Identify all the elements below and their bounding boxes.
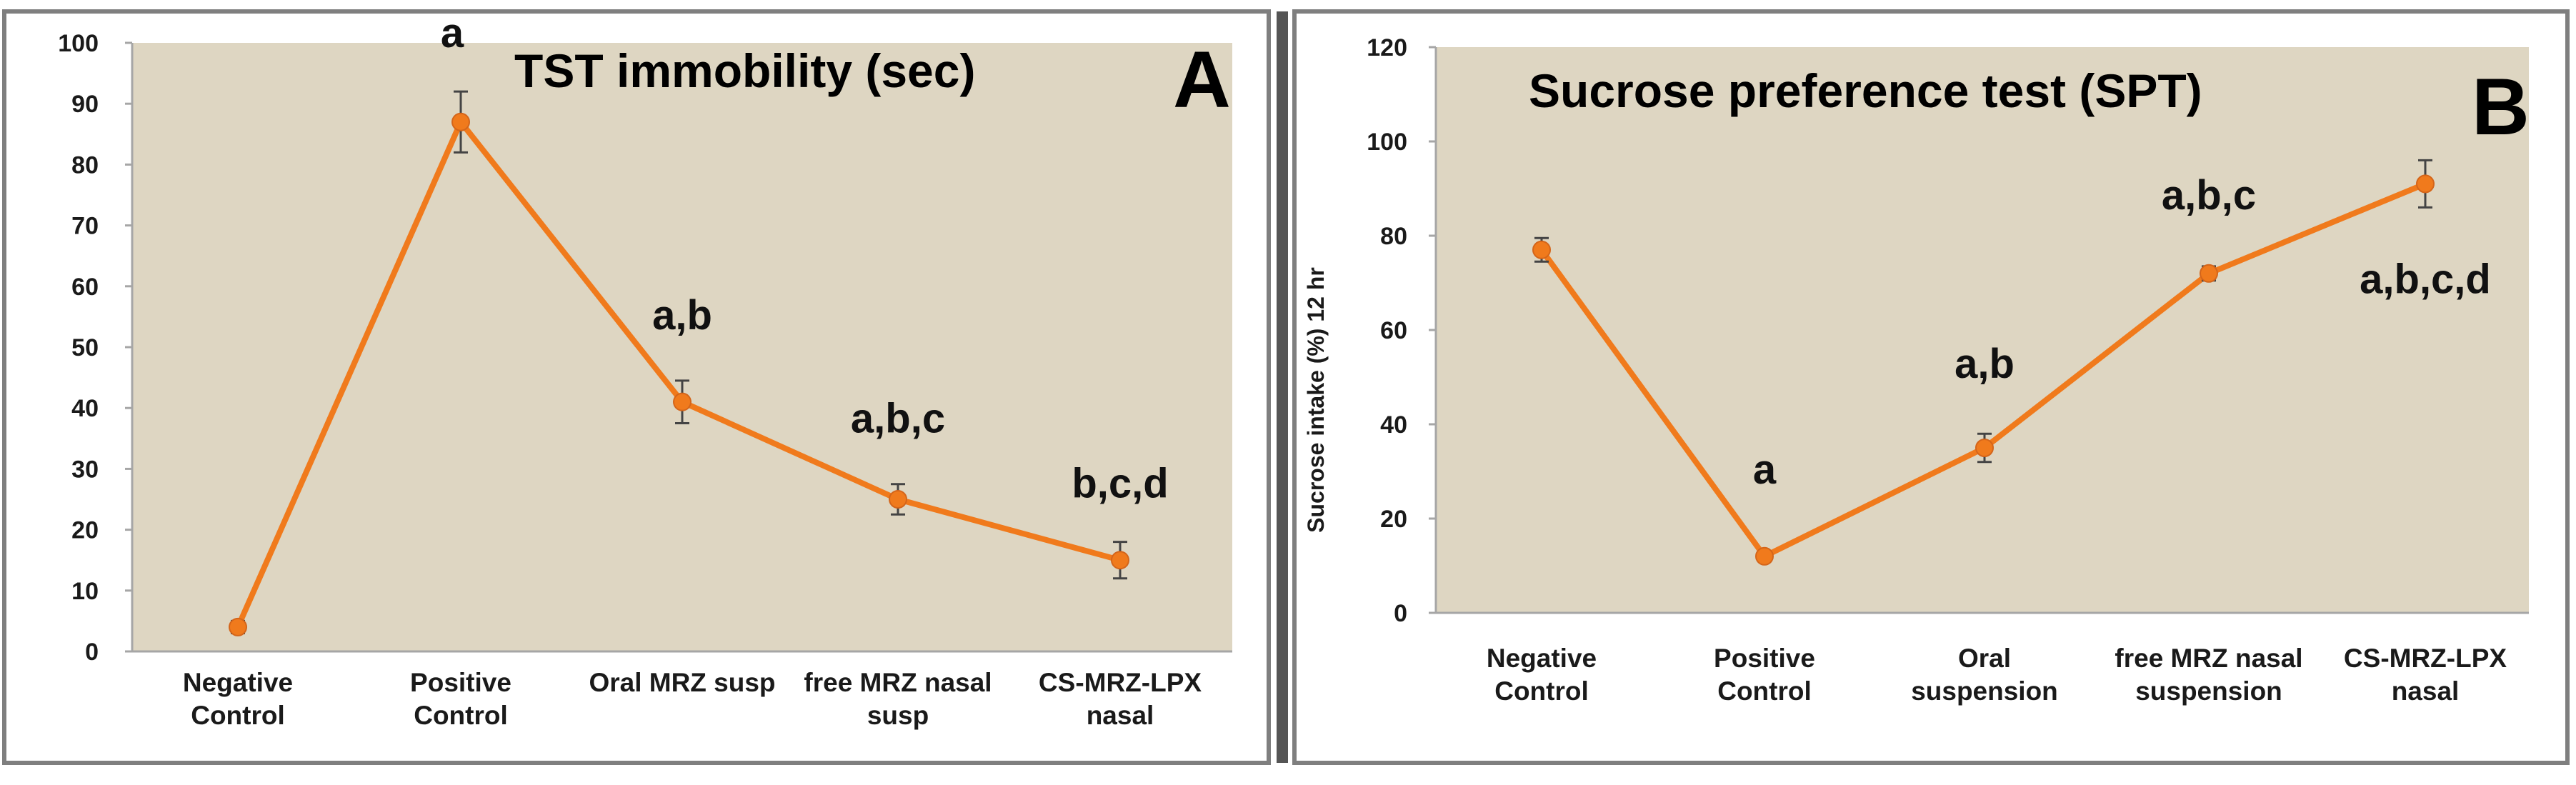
x-category-label-b: Positive Control	[1714, 644, 1815, 706]
data-point-b	[1755, 546, 1774, 566]
x-category-line-a: Control	[191, 701, 285, 730]
x-category-line-a: CS-MRZ-LPX	[1039, 668, 1202, 697]
x-category-line-b: suspension	[2135, 676, 2282, 706]
x-category-line-b: Control	[1494, 676, 1589, 706]
significance-label-a: a	[441, 10, 464, 56]
x-category-label-a: free MRZ nasal susp	[804, 668, 992, 730]
y-tick-label-a: 0	[85, 639, 99, 666]
y-tick-label-a: 90	[71, 91, 99, 118]
x-category-line-a: Oral MRZ susp	[589, 668, 775, 697]
y-tick-label-b: 60	[1380, 317, 1407, 344]
y-tick-label-a: 30	[71, 456, 99, 483]
data-point-a	[229, 617, 247, 636]
y-tick-label-b: 120	[1367, 34, 1407, 61]
data-point-b	[2416, 174, 2435, 194]
panel-label-b: B	[2472, 62, 2530, 151]
y-tick-label-a: 50	[71, 334, 99, 361]
y-axis-label-b: Sucrose intake (%) 12 hr	[1303, 267, 1329, 533]
significance-labels-b: a a,b a,b,c a,b,c,d	[1753, 172, 2491, 493]
x-category-line-a: susp	[867, 701, 929, 730]
plot-area-b	[1436, 47, 2529, 613]
y-tick-label-b: 40	[1380, 411, 1407, 439]
plot-area-a	[132, 43, 1232, 651]
y-tick-label-b: 0	[1394, 600, 1407, 627]
y-tick-label-a: 80	[71, 151, 99, 179]
y-tick-label-a: 10	[71, 578, 99, 605]
y-tick-label-a: 20	[71, 517, 99, 544]
panel-label-a: A	[1173, 35, 1231, 124]
x-category-line-b: Negative	[1487, 644, 1597, 673]
x-category-line-b: Positive	[1714, 644, 1815, 673]
x-category-line-b: Oral	[1958, 644, 2011, 673]
significance-label-b: a,b	[1955, 341, 2015, 387]
y-tick-label-a: 40	[71, 395, 99, 422]
chart-title-a: TST immobility (sec)	[514, 44, 975, 97]
y-ticks-b: 0 20 40 60 80 100 120	[1367, 34, 1436, 627]
x-category-label-a: Oral MRZ susp	[589, 668, 775, 697]
x-category-label-a: Negative Control	[183, 668, 293, 730]
chart-panel-b: 0 20 40 60 80 100 120 Negative Control Positive C…	[1292, 9, 2570, 765]
significance-label-a: a,b	[652, 292, 712, 339]
x-category-label-b: Oral suspension	[1911, 644, 2058, 706]
x-category-line-b: suspension	[1911, 676, 2058, 706]
significance-label-a: b,c,d	[1072, 461, 1168, 507]
y-tick-label-b: 20	[1380, 506, 1407, 533]
x-category-line-b: CS-MRZ-LPX	[2344, 644, 2507, 673]
x-category-line-a: Control	[414, 701, 508, 730]
x-category-line-b: free MRZ nasal	[2115, 644, 2302, 673]
y-tick-label-a: 70	[71, 213, 99, 240]
y-tick-label-b: 100	[1367, 129, 1407, 156]
significance-labels-a: a a,b a,b,c b,c,d	[441, 10, 1169, 506]
panel-divider	[1277, 11, 1288, 763]
x-category-label-a: Positive Control	[410, 668, 511, 730]
data-point-a	[451, 112, 470, 131]
significance-label-b: a,b,c	[2162, 172, 2256, 219]
y-tick-label-a: 100	[58, 30, 99, 57]
data-point-a	[673, 392, 692, 411]
x-category-label-a: CS-MRZ-LPX nasal	[1039, 668, 1202, 730]
significance-label-a: a,b,c	[851, 396, 945, 442]
x-category-line-a: free MRZ nasal	[804, 668, 992, 697]
x-category-label-b: free MRZ nasal suspension	[2115, 644, 2302, 706]
data-point-a	[889, 490, 907, 509]
series-b	[1532, 159, 2435, 566]
series-a	[229, 90, 1129, 636]
x-category-line-a: Negative	[183, 668, 293, 697]
data-point-b	[1532, 240, 1551, 259]
data-point-b	[2200, 264, 2218, 283]
significance-label-b: a	[1753, 446, 1777, 493]
x-category-labels-b: Negative Control Positive Control Oral suspen…	[1487, 644, 2507, 706]
x-category-line-b: Control	[1717, 676, 1812, 706]
x-category-label-b: Negative Control	[1487, 644, 1597, 706]
x-category-label-b: CS-MRZ-LPX nasal	[2344, 644, 2507, 706]
y-tick-label-b: 80	[1380, 223, 1407, 250]
chart-title-b: Sucrose preference test (SPT)	[1529, 64, 2202, 117]
significance-label-b: a,b,c,d	[2360, 256, 2491, 302]
x-category-line-b: nasal	[2392, 676, 2460, 706]
data-point-a	[1111, 551, 1129, 570]
y-tick-label-a: 60	[71, 274, 99, 301]
x-category-line-a: Positive	[410, 668, 511, 697]
y-ticks-a: 0 10 20 30 40 50 60 70 80 90 100	[58, 30, 132, 666]
x-category-labels-a: Negative Control Positive Control Oral MRZ s…	[183, 668, 1202, 730]
x-category-line-a: nasal	[1087, 701, 1154, 730]
data-point-b	[1975, 439, 1994, 457]
